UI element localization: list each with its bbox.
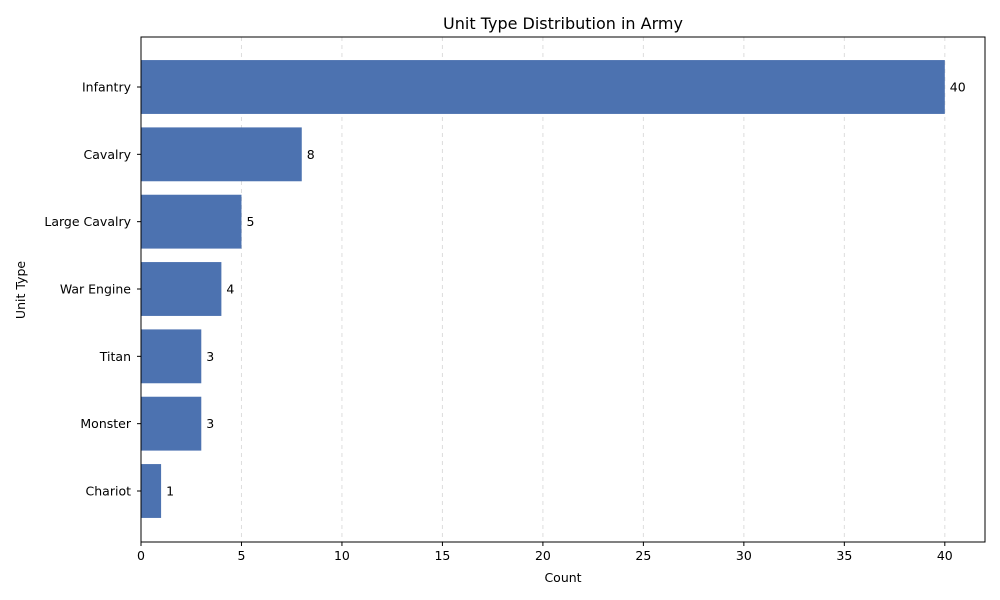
x-tick-label-35: 35 bbox=[836, 548, 852, 563]
data-label-cavalry: 8 bbox=[307, 147, 315, 162]
bar-war-engine bbox=[141, 262, 222, 316]
x-tick-label-30: 30 bbox=[736, 548, 752, 563]
bar-chariot bbox=[141, 464, 162, 518]
x-axis-ticks: 0 5 10 15 20 25 30 35 40 bbox=[137, 542, 953, 563]
data-label-war-engine: 4 bbox=[226, 282, 234, 297]
bar-titan bbox=[141, 329, 202, 384]
data-label-chariot: 1 bbox=[166, 484, 174, 499]
x-axis-label: Count bbox=[544, 570, 581, 585]
bar-cavalry bbox=[141, 127, 302, 182]
x-tick-label-0: 0 bbox=[137, 548, 145, 563]
data-label-large-cavalry: 5 bbox=[246, 214, 254, 229]
plot-frame bbox=[140, 36, 986, 543]
bar-infantry bbox=[141, 60, 945, 114]
chart-title: Unit Type Distribution in Army bbox=[443, 14, 683, 33]
y-tick-label-chariot: Chariot bbox=[86, 484, 132, 499]
x-tick-label-40: 40 bbox=[937, 548, 953, 563]
y-tick-label-war-engine: War Engine bbox=[60, 282, 131, 297]
x-tick-label-5: 5 bbox=[237, 548, 245, 563]
y-tick-label-titan: Titan bbox=[99, 349, 131, 364]
bars bbox=[141, 60, 945, 518]
y-tick-label-infantry: Infantry bbox=[82, 80, 132, 95]
y-axis-ticks: Infantry Cavalry Large Cavalry War Engine Ti… bbox=[44, 80, 141, 499]
data-label-monster: 3 bbox=[206, 416, 214, 431]
x-tick-label-25: 25 bbox=[635, 548, 651, 563]
y-tick-label-cavalry: Cavalry bbox=[84, 147, 132, 162]
bar-monster bbox=[141, 396, 202, 451]
y-tick-label-monster: Monster bbox=[80, 416, 131, 431]
y-axis-label: Unit Type bbox=[13, 261, 28, 319]
x-tick-label-10: 10 bbox=[334, 548, 350, 563]
x-tick-label-20: 20 bbox=[535, 548, 551, 563]
y-tick-label-large-cavalry: Large Cavalry bbox=[44, 214, 131, 229]
x-tick-label-15: 15 bbox=[434, 548, 450, 563]
data-label-infantry: 40 bbox=[950, 80, 966, 95]
data-labels: 40 8 5 4 3 3 1 bbox=[166, 80, 966, 499]
data-label-titan: 3 bbox=[206, 349, 214, 364]
bar-large-cavalry bbox=[141, 194, 242, 249]
